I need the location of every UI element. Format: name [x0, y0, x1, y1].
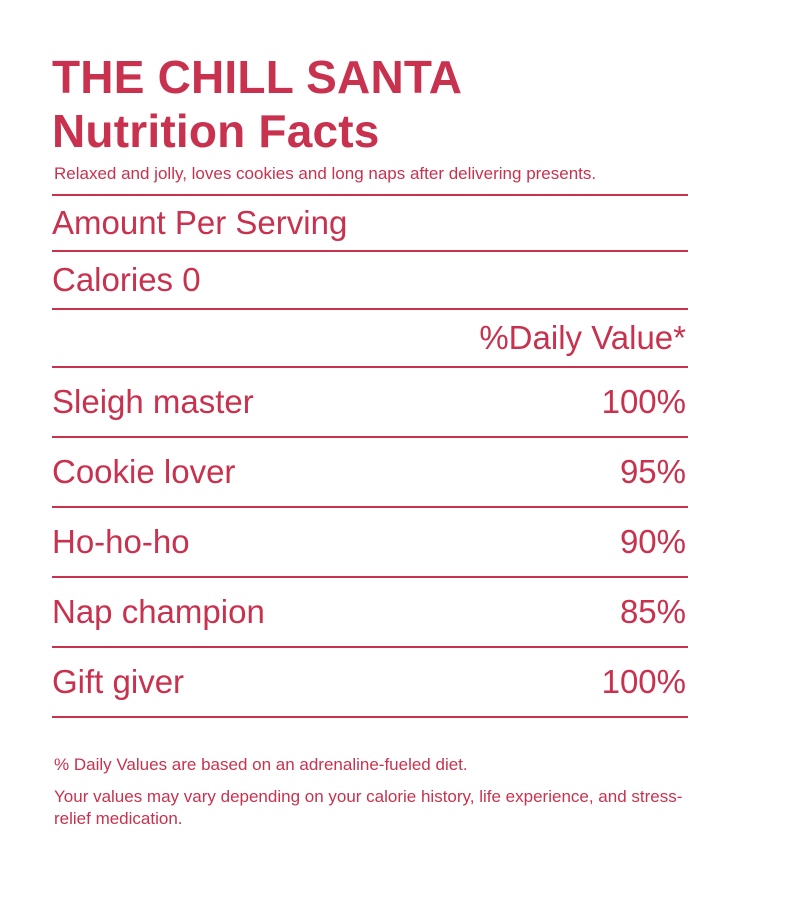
amount-per-serving-label: Amount Per Serving: [52, 204, 348, 241]
daily-value-header-row: %Daily Value*: [52, 310, 688, 366]
amount-per-serving-row: Amount Per Serving: [52, 196, 688, 250]
divider: [52, 646, 688, 648]
nutrient-row: Sleigh master 100%: [52, 368, 688, 436]
nutrient-value: 100%: [601, 663, 686, 700]
divider: [52, 366, 688, 368]
divider: [52, 194, 688, 196]
nutrient-value: 95%: [619, 453, 686, 490]
nutrient-value: 85%: [619, 593, 686, 630]
calories-row: Calories 0: [52, 252, 688, 308]
tagline: Relaxed and jolly, loves cookies and lon…: [54, 164, 597, 183]
nutrient-name: Ho-ho-ho: [52, 523, 190, 560]
divider: [52, 576, 688, 578]
title-line-1: THE CHILL SANTA: [52, 51, 463, 103]
divider: [52, 716, 688, 718]
nutrition-label: THE CHILL SANTA Nutrition Facts Relaxed …: [52, 50, 688, 840]
nutrient-value: 90%: [619, 523, 686, 560]
label-title: THE CHILL SANTA Nutrition Facts: [52, 50, 688, 158]
footnote-disclaimer: Your values may vary depending on your c…: [54, 787, 683, 828]
nutrient-value: 100%: [601, 383, 686, 420]
divider: [52, 436, 688, 438]
divider: [52, 250, 688, 252]
daily-value-header: %Daily Value*: [479, 319, 686, 356]
nutrient-row: Nap champion 85%: [52, 578, 688, 646]
nutrient-name: Nap champion: [52, 593, 265, 630]
title-line-2: Nutrition Facts: [52, 105, 380, 157]
nutrient-name: Gift giver: [52, 663, 185, 700]
divider: [52, 308, 688, 310]
footnotes: % Daily Values are based on an adrenalin…: [52, 754, 688, 830]
calories-label: Calories 0: [52, 261, 201, 298]
nutrient-row: Ho-ho-ho 90%: [52, 508, 688, 576]
nutrient-row: Gift giver 100%: [52, 648, 688, 716]
nutrient-name: Sleigh master: [52, 383, 254, 420]
nutrient-name: Cookie lover: [52, 453, 236, 490]
divider: [52, 506, 688, 508]
nutrient-row: Cookie lover 95%: [52, 438, 688, 506]
footnote-daily-values: % Daily Values are based on an adrenalin…: [54, 755, 468, 774]
